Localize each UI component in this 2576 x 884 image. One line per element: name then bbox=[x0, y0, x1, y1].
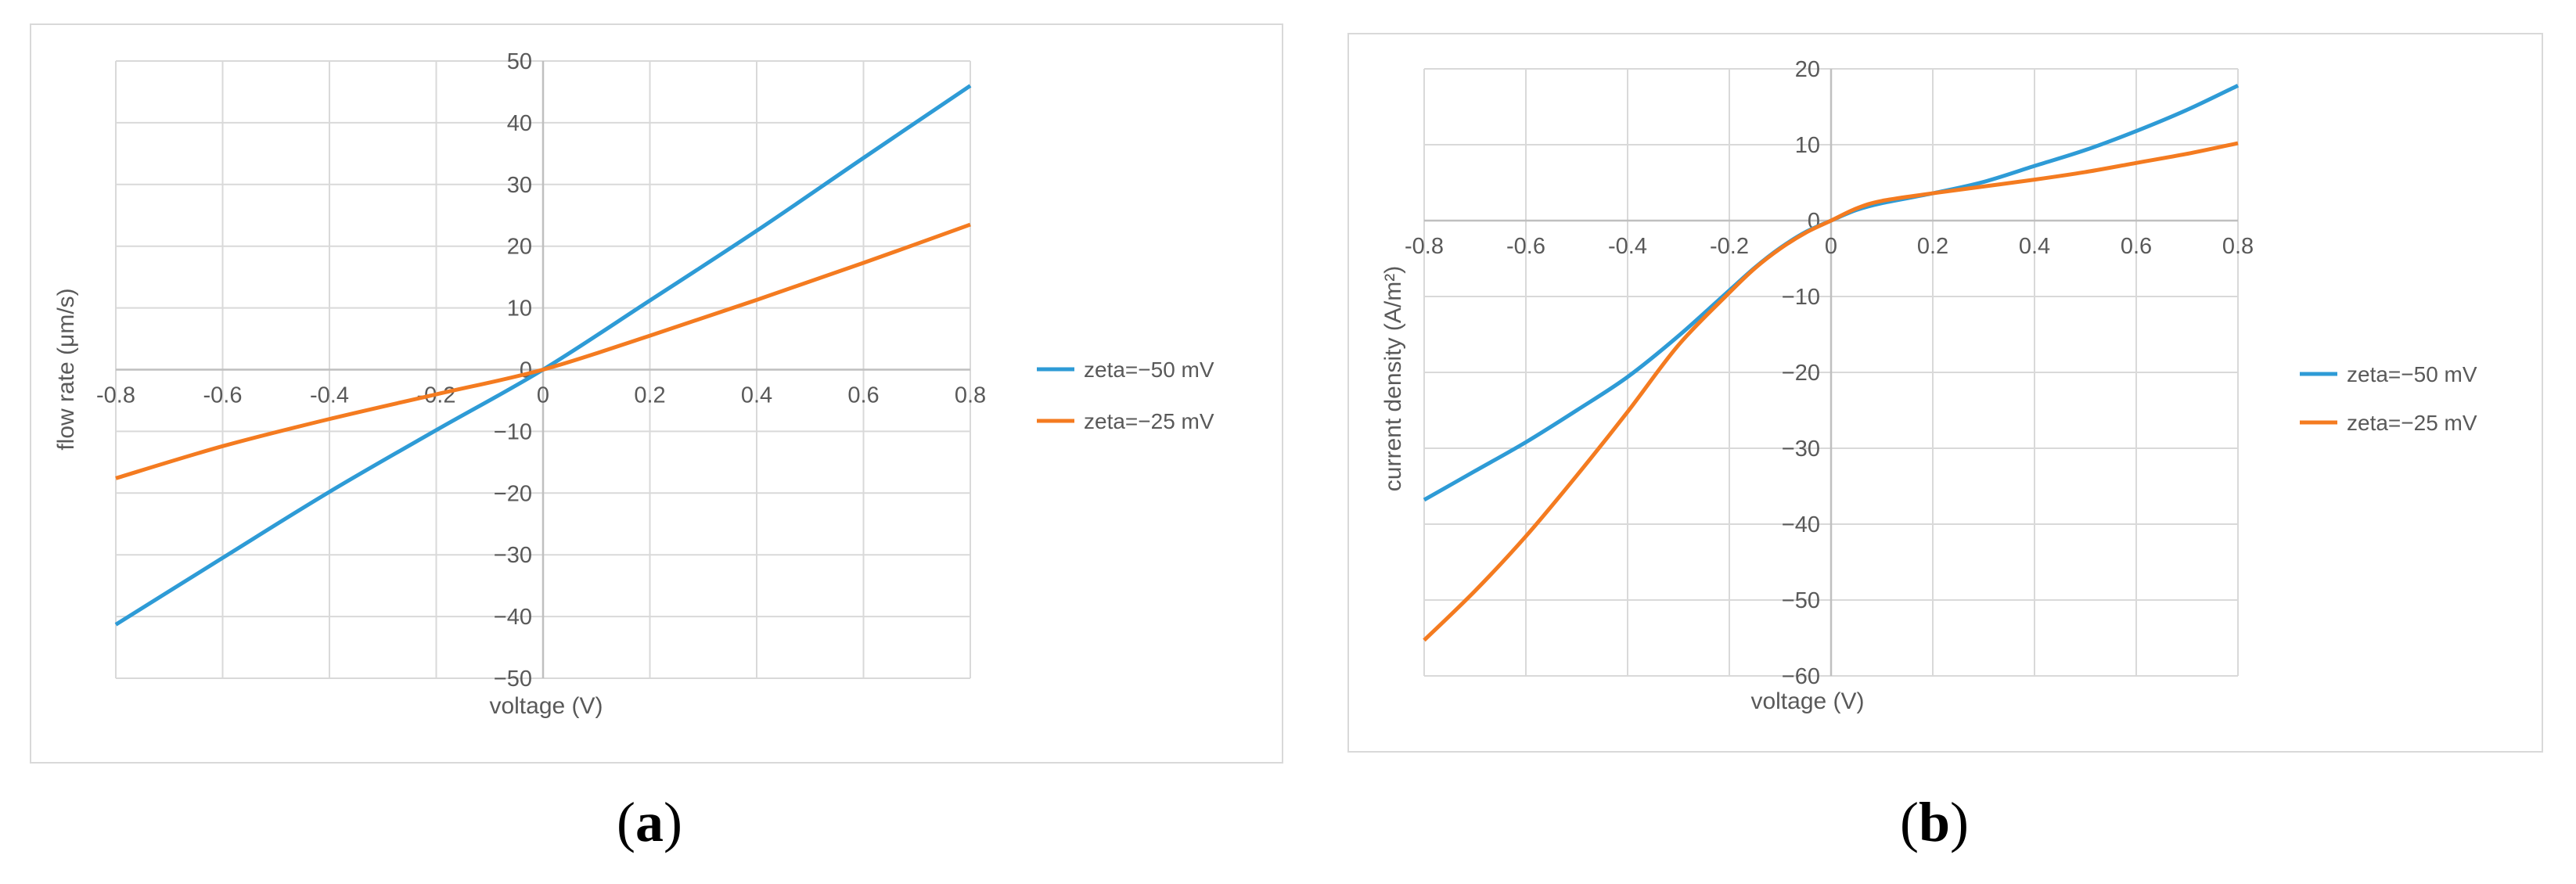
y-tick-label: −40 bbox=[1782, 512, 1820, 537]
y-tick-label: −30 bbox=[1782, 437, 1820, 462]
x-axis-title: voltage (V) bbox=[1750, 688, 1864, 714]
y-tick-label: −60 bbox=[1782, 664, 1820, 689]
legend-label-2: zeta=−25 mV bbox=[2347, 411, 2477, 435]
y-tick-label: 30 bbox=[507, 173, 532, 198]
chart-b-svg: -0.8 -0.6 -0.4 -0.2 0 0.2 0.4 0.6 0.820100−10−20… bbox=[1380, 57, 2477, 714]
y-axis-title: current density (A/m²) bbox=[1380, 266, 1406, 491]
x-tick-label: -0.4 bbox=[310, 383, 349, 408]
legend-label-1: zeta=−50 mV bbox=[2347, 362, 2477, 386]
y-tick-label: −20 bbox=[1782, 361, 1820, 386]
caption-a: (a) bbox=[617, 791, 682, 853]
chart-a-svg: -0.8 -0.6 -0.4 -0.2 0 0.2 0.4 0.6 0.850403020100… bbox=[53, 49, 1214, 719]
y-tick-label: 20 bbox=[1795, 57, 1820, 82]
x-tick-label: -0.6 bbox=[1506, 234, 1545, 259]
y-tick-label: −20 bbox=[494, 481, 532, 506]
y-tick-label: 50 bbox=[507, 49, 532, 74]
y-tick-label: −50 bbox=[494, 667, 532, 692]
y-tick-label: −50 bbox=[1782, 588, 1820, 613]
legend-label-1: zeta=−50 mV bbox=[1084, 358, 1214, 382]
x-tick-label: -0.8 bbox=[96, 383, 135, 408]
y-tick-label: −10 bbox=[494, 419, 532, 444]
chart-panel-b: -0.8 -0.6 -0.4 -0.2 0 0.2 0.4 0.6 0.8 20 10 0 −10 −20… bbox=[1347, 33, 2543, 753]
y-tick-label: −10 bbox=[1782, 285, 1820, 310]
series-line-2 bbox=[1423, 141, 2239, 642]
caption-b: (b) bbox=[1900, 791, 1970, 853]
y-tick-label: 40 bbox=[507, 111, 532, 136]
y-tick-label: −40 bbox=[494, 605, 532, 630]
y-tick-label: −30 bbox=[494, 543, 532, 568]
x-tick-label: -0.4 bbox=[1608, 234, 1647, 259]
series-line-2 bbox=[115, 222, 971, 480]
x-tick-label: 0.6 bbox=[847, 383, 879, 408]
x-tick-label: -0.6 bbox=[203, 383, 243, 408]
x-tick-label: -0.8 bbox=[1405, 234, 1444, 259]
x-tick-label: -0.2 bbox=[1710, 234, 1749, 259]
x-tick-label: 0.6 bbox=[2121, 234, 2152, 259]
x-tick-label: 0 bbox=[537, 383, 549, 408]
x-tick-label: 0.8 bbox=[2222, 234, 2254, 259]
chart-panel-a: -0.8 -0.6 -0.4 -0.2 0 0.2 0.4 0.6 0.8 50 40 30 20 10 0… bbox=[30, 23, 1283, 764]
x-tick-label: 0.4 bbox=[2019, 234, 2050, 259]
legend-label-2: zeta=−25 mV bbox=[1084, 409, 1214, 433]
x-tick-label: 0.2 bbox=[1917, 234, 1948, 259]
x-tick-label: 0 bbox=[1825, 234, 1837, 259]
y-tick-label: 10 bbox=[507, 296, 532, 322]
y-axis-title: flow rate (μm/s) bbox=[53, 288, 79, 450]
x-axis-title: voltage (V) bbox=[489, 693, 603, 719]
x-tick-label: 0.4 bbox=[741, 383, 772, 408]
x-tick-label: 0.2 bbox=[634, 383, 665, 408]
y-tick-label: 20 bbox=[507, 235, 532, 260]
x-tick-label: 0.8 bbox=[955, 383, 986, 408]
y-tick-label: 10 bbox=[1795, 133, 1820, 158]
